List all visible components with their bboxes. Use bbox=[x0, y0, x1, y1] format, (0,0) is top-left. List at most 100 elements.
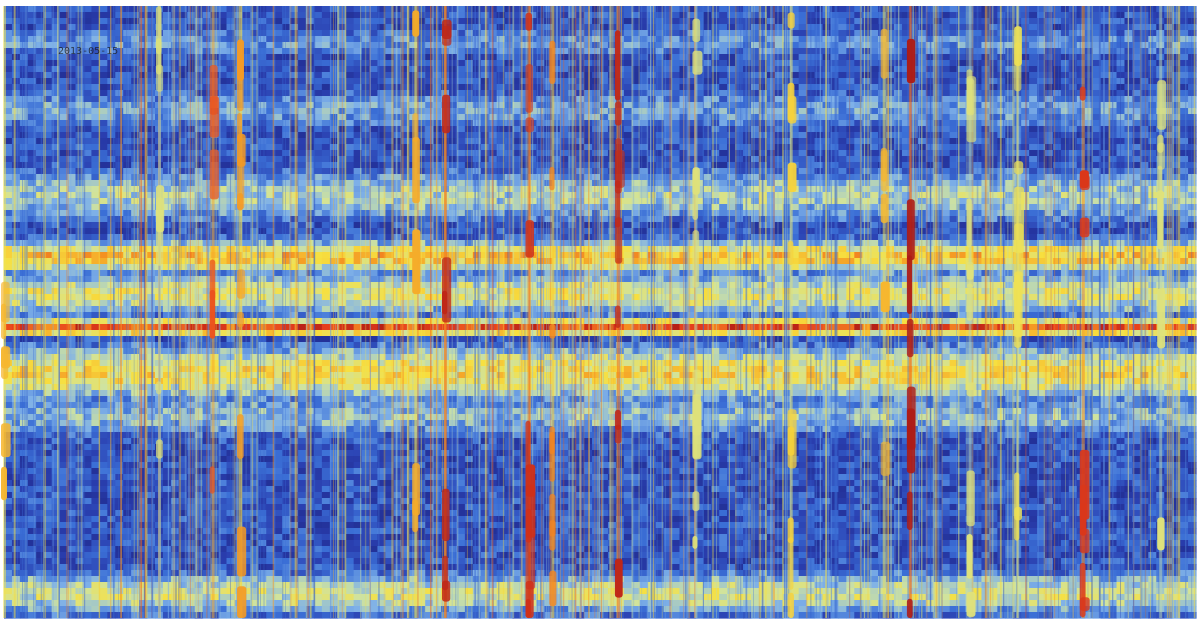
heatmap-cell bbox=[1045, 114, 1054, 121]
heatmap-cell bbox=[496, 174, 506, 181]
heatmap-cell bbox=[472, 156, 482, 163]
heatmap-cell bbox=[1132, 174, 1141, 181]
heatmap-cell bbox=[1052, 24, 1062, 31]
heatmap-cell bbox=[282, 54, 291, 61]
heatmap-cell bbox=[568, 78, 577, 85]
heatmap-cell bbox=[417, 120, 426, 127]
heatmap-cell bbox=[43, 132, 53, 139]
heatmap-cell bbox=[496, 198, 506, 205]
heatmap-cell bbox=[43, 186, 53, 193]
heatmap-cell bbox=[774, 36, 784, 43]
heatmap-cell bbox=[218, 90, 228, 97]
heatmap-cell bbox=[83, 180, 93, 187]
heatmap-cell bbox=[615, 18, 625, 25]
heatmap-cell bbox=[750, 72, 760, 79]
heatmap-cell bbox=[1052, 96, 1062, 103]
heatmap-cell bbox=[11, 90, 21, 97]
heatmap-cell bbox=[210, 60, 220, 67]
heatmap-cell bbox=[361, 36, 371, 43]
heatmap-cell bbox=[1021, 18, 1030, 25]
heatmap-cell bbox=[671, 114, 681, 121]
heatmap-cell bbox=[1084, 108, 1094, 115]
heatmap-cell bbox=[1076, 126, 1086, 133]
heatmap-cell bbox=[433, 162, 442, 169]
heatmap-cell bbox=[1060, 54, 1070, 61]
heatmap-cell bbox=[727, 132, 736, 139]
heatmap-cell bbox=[663, 84, 673, 91]
heatmap-cell bbox=[345, 102, 355, 109]
heatmap-cell bbox=[186, 132, 196, 139]
heatmap-cell bbox=[250, 114, 259, 121]
heatmap-cell bbox=[393, 108, 402, 115]
heatmap-cell bbox=[321, 66, 331, 73]
heatmap-cell bbox=[353, 120, 363, 127]
heatmap-cell bbox=[949, 54, 959, 61]
heatmap-cell bbox=[194, 90, 204, 97]
heatmap-cell bbox=[878, 18, 887, 25]
heatmap-cell bbox=[449, 108, 458, 115]
heatmap-cell bbox=[361, 72, 371, 79]
heatmap-cell bbox=[258, 66, 267, 73]
heatmap-cell bbox=[433, 174, 442, 181]
heatmap-cell bbox=[1180, 78, 1189, 85]
heatmap-cell bbox=[210, 36, 220, 43]
heatmap-cell bbox=[584, 66, 593, 73]
heatmap-cell bbox=[202, 156, 212, 163]
heatmap-cell bbox=[600, 24, 609, 31]
heatmap-cell bbox=[846, 24, 855, 31]
heatmap-cell bbox=[51, 108, 61, 115]
heatmap-cell bbox=[878, 102, 887, 109]
heatmap-cell bbox=[178, 108, 188, 115]
heatmap-cell bbox=[711, 162, 720, 169]
heatmap-cell bbox=[1060, 48, 1070, 55]
heatmap-cell bbox=[456, 90, 466, 97]
heatmap-cell bbox=[973, 60, 983, 67]
heatmap-cell bbox=[1116, 96, 1126, 103]
heatmap-cell bbox=[1172, 60, 1181, 67]
heatmap-cell bbox=[838, 36, 847, 43]
heatmap-cell bbox=[917, 72, 927, 79]
heatmap-cell bbox=[107, 54, 116, 61]
heatmap-cell bbox=[59, 60, 69, 67]
heatmap-cell bbox=[743, 6, 752, 13]
heatmap-cell bbox=[282, 18, 291, 25]
heatmap-cell bbox=[933, 78, 943, 85]
heatmap-cell bbox=[258, 36, 267, 43]
heatmap-cell bbox=[631, 60, 641, 67]
heatmap-cell bbox=[1140, 198, 1149, 205]
heatmap-cell bbox=[1148, 48, 1157, 55]
heatmap-cell bbox=[250, 36, 259, 43]
heatmap-cell bbox=[417, 48, 426, 55]
heatmap-cell bbox=[1037, 120, 1046, 127]
heatmap-cell bbox=[933, 132, 943, 139]
heatmap-cell bbox=[139, 138, 148, 145]
heatmap-cell bbox=[329, 192, 339, 199]
heatmap-cell bbox=[393, 72, 402, 79]
heatmap-cell bbox=[433, 78, 442, 85]
heatmap-cell bbox=[258, 144, 267, 151]
heatmap-cell bbox=[727, 30, 736, 37]
heatmap-cell bbox=[933, 84, 943, 91]
heatmap-cell bbox=[1052, 144, 1062, 151]
heatmap-cell bbox=[1164, 114, 1173, 121]
heatmap-cell bbox=[401, 192, 410, 199]
heatmap-cell bbox=[361, 144, 371, 151]
heatmap-cell bbox=[11, 54, 21, 61]
heatmap-cell bbox=[409, 54, 418, 61]
heatmap-cell bbox=[456, 30, 466, 37]
heatmap-cell bbox=[973, 54, 983, 61]
heatmap-cell bbox=[512, 30, 522, 37]
heatmap-cell bbox=[377, 144, 387, 151]
heatmap-cell bbox=[369, 150, 379, 157]
heatmap-cell bbox=[123, 66, 132, 73]
heatmap-cell bbox=[1029, 126, 1038, 133]
heatmap-cell bbox=[774, 54, 784, 61]
heatmap-cell bbox=[170, 120, 180, 127]
heatmap-cell bbox=[393, 192, 402, 199]
heatmap-cell bbox=[115, 48, 124, 55]
heatmap-cell bbox=[43, 6, 53, 13]
heatmap-cell bbox=[639, 42, 649, 49]
heatmap-cell bbox=[600, 72, 609, 79]
heatmap-cell bbox=[973, 132, 983, 139]
heatmap-cell bbox=[504, 12, 514, 19]
